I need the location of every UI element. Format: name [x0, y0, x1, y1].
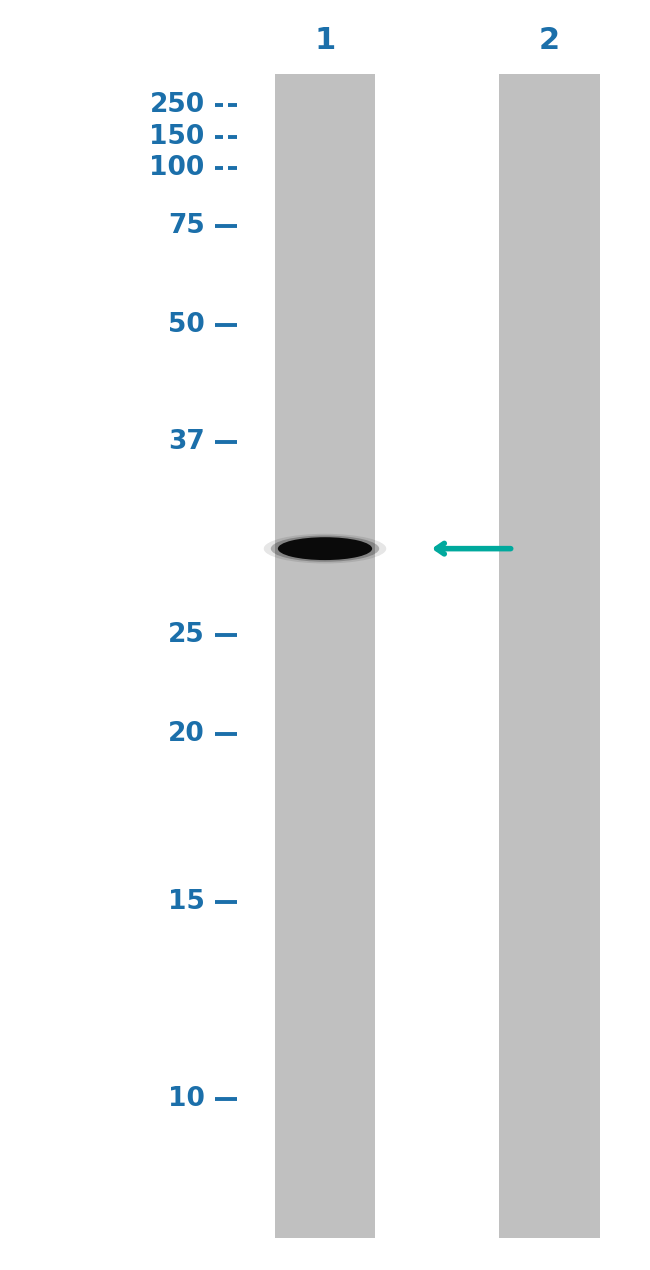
Text: 50: 50 — [168, 312, 205, 338]
Text: 150: 150 — [150, 124, 205, 150]
Text: 10: 10 — [168, 1086, 205, 1111]
Ellipse shape — [264, 533, 386, 564]
Text: 100: 100 — [150, 155, 205, 180]
Text: 25: 25 — [168, 622, 205, 648]
Text: 250: 250 — [150, 93, 205, 118]
Text: 2: 2 — [539, 27, 560, 55]
Bar — [499, 74, 599, 1238]
Ellipse shape — [278, 537, 372, 560]
Bar — [274, 74, 376, 1238]
Text: 37: 37 — [168, 429, 205, 455]
Text: 15: 15 — [168, 889, 205, 914]
Text: 1: 1 — [315, 27, 335, 55]
Text: 20: 20 — [168, 721, 205, 747]
Ellipse shape — [271, 536, 379, 561]
Text: 75: 75 — [168, 213, 205, 239]
